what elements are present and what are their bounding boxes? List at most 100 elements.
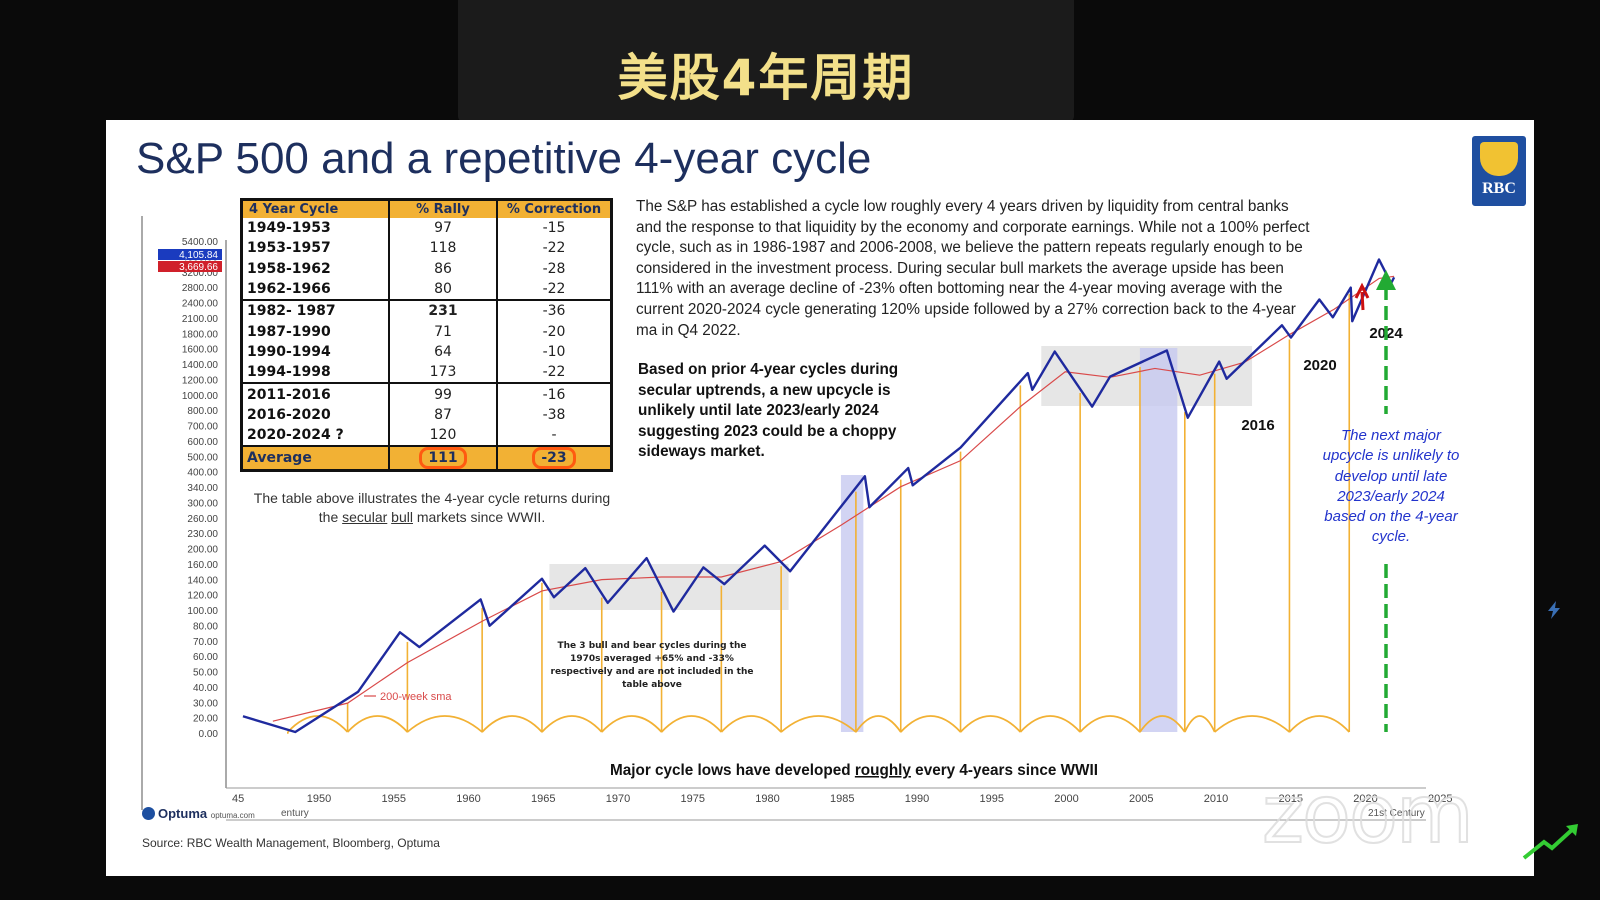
trend-arrow-icon [1522,824,1578,860]
seventies-note-line: The 3 bull and bear cycles during the [558,641,747,651]
y-tick-label: 300.00 [187,498,218,509]
seventies-note: The 3 bull and bear cycles during the 197… [551,641,754,690]
y-tick-label: 1400.00 [182,360,219,371]
table-row: 1958-1962 86 -28 [242,258,612,279]
x-tick-label: 1965 [531,793,555,805]
table-header-row: 4 Year Cycle % Rally % Correction [241,199,612,218]
y-tick-label: 230.00 [187,529,218,540]
cell-correction: -10 [496,341,612,363]
cycle-arcs [287,715,1350,733]
cell-cycle: 1953-1957 [247,240,331,257]
cell-correction: -22 [496,278,612,301]
x-tick-label: 1955 [382,793,406,805]
upcycle-outlook-paragraph: Based on prior 4-year cycles during secu… [638,361,899,461]
cell-cycle: 1982- 1987 [247,303,336,320]
cell-cycle: 1987-1990 [247,323,331,340]
exception-band [1139,348,1178,732]
rbc-logo: RBC [1472,136,1526,206]
rbc-logo-text: RBC [1482,180,1516,197]
cell-cycle: 2011-2016 [247,386,331,403]
lightning-icon [1548,601,1560,619]
header-correction: % Correction [496,199,612,218]
table-row: 1987-1990 71 -20 [242,321,612,342]
price-label-box [158,249,222,260]
y-tick-label: 30.00 [193,698,218,709]
x-tick-label: 45 [232,793,244,805]
caption-secular: secular [342,509,388,525]
bottom-caption-part: Major cycle lows have developed [610,762,855,779]
cell-rally: 173 [388,362,497,384]
seventies-note-line: table above [622,680,682,690]
y-tick-label: 500.00 [187,452,218,463]
cell-cycle: 1958-1962 [247,260,331,277]
green-arrow-head [1376,270,1396,290]
y-tick-label: 2100.00 [182,314,219,325]
sp500-price-line [242,258,1396,734]
x-tick-label: 2020 [1353,793,1377,805]
x-tick-label: 2000 [1054,793,1078,805]
table-row: 1949-1953 97 -15 [242,218,612,239]
cell-correction: -16 [496,383,612,405]
x-tick-label: 1975 [681,793,705,805]
y-tick-label: 200.00 [187,545,218,556]
explanation-paragraph: The S&P has established a cycle low roug… [636,198,1310,339]
annotation-2020: 2020 [1303,357,1336,374]
table-row: 1962-1966 80 -22 [242,278,612,301]
cell-correction: -36 [496,300,612,322]
x-tick-label: 2015 [1279,793,1303,805]
y-tick-label: 2400.00 [182,299,219,310]
average-rally-highlight: 111 [419,447,467,470]
x-tick-label: 2010 [1204,793,1228,805]
cell-cycle: 1949-1953 [247,220,331,237]
exception-band [840,475,864,732]
x-tick-label: 1970 [606,793,630,805]
y-tick-label: 20.00 [193,714,218,725]
y-tick-label: 3200.00 [182,268,219,279]
optuma-url: optuma.com [210,811,255,820]
x-tick-label: 1960 [456,793,480,805]
cell-rally: 64 [388,341,497,363]
average-correction-highlight: -23 [532,447,576,470]
slide: S&P 500 and a repetitive 4-year cycle RB… [106,120,1534,876]
table-row: 1953-1957 118 -22 [242,238,612,259]
cell-rally: 86 [388,258,497,279]
next-cycle-note: The next major upcycle is unlikely to de… [1322,427,1460,546]
y-tick-label: 1800.00 [182,329,219,340]
average-label: Average [241,445,389,471]
annotation-2016: 2016 [1241,417,1274,434]
x-tick-label: 1990 [905,793,929,805]
cell-cycle: 1990-1994 [247,343,331,360]
cell-rally: 99 [388,383,497,405]
y-tick-label: 70.00 [193,637,218,648]
sma-legend-label: 200-week sma [380,691,452,703]
lion-shield-icon [1480,142,1518,176]
seventies-note-line: respectively and are not included in the [551,667,754,677]
cell-rally: 71 [388,321,497,342]
cycle-table: 4 Year Cycle % Rally % Correction 1949-1… [240,198,613,473]
x-tick-label: 1985 [830,793,854,805]
table-caption: The table above illustrates the 4-year c… [252,489,612,527]
table-row: 2020-2024 ? 120- [242,424,612,447]
y-tick-label: 80.00 [193,621,218,632]
price-label: 4,105.84 [179,250,218,261]
optuma-name: Optuma [158,806,208,821]
source-note: Source: RBC Wealth Management, Bloomberg… [142,836,440,850]
x-tick-label: 2005 [1129,793,1153,805]
cell-cycle: 2020-2024 ? [247,427,344,444]
cell-rally: 231 [388,300,497,322]
y-tick-label: 2800.00 [182,283,219,294]
caption-pre: The table above illustrates the 4-year c… [253,490,611,525]
bottom-caption-part: every 4-years since WWII [911,762,1098,779]
header-cycle: 4 Year Cycle [241,199,389,218]
y-tick-label: 50.00 [193,668,218,679]
cell-correction: -22 [496,362,612,384]
x-tick-label: 2025 [1428,793,1452,805]
cell-rally: 87 [388,404,497,425]
cell-rally: 120 [388,424,497,447]
cell-rally: 80 [388,278,497,301]
average-row: Average 111 -23 [241,445,612,471]
y-tick-label: 100.00 [187,606,218,617]
y-tick-label: 600.00 [187,437,218,448]
seventies-note-line: 1970s averaged +65% and -33% [570,654,734,664]
banner-title: 美股4年周期 [617,49,915,107]
